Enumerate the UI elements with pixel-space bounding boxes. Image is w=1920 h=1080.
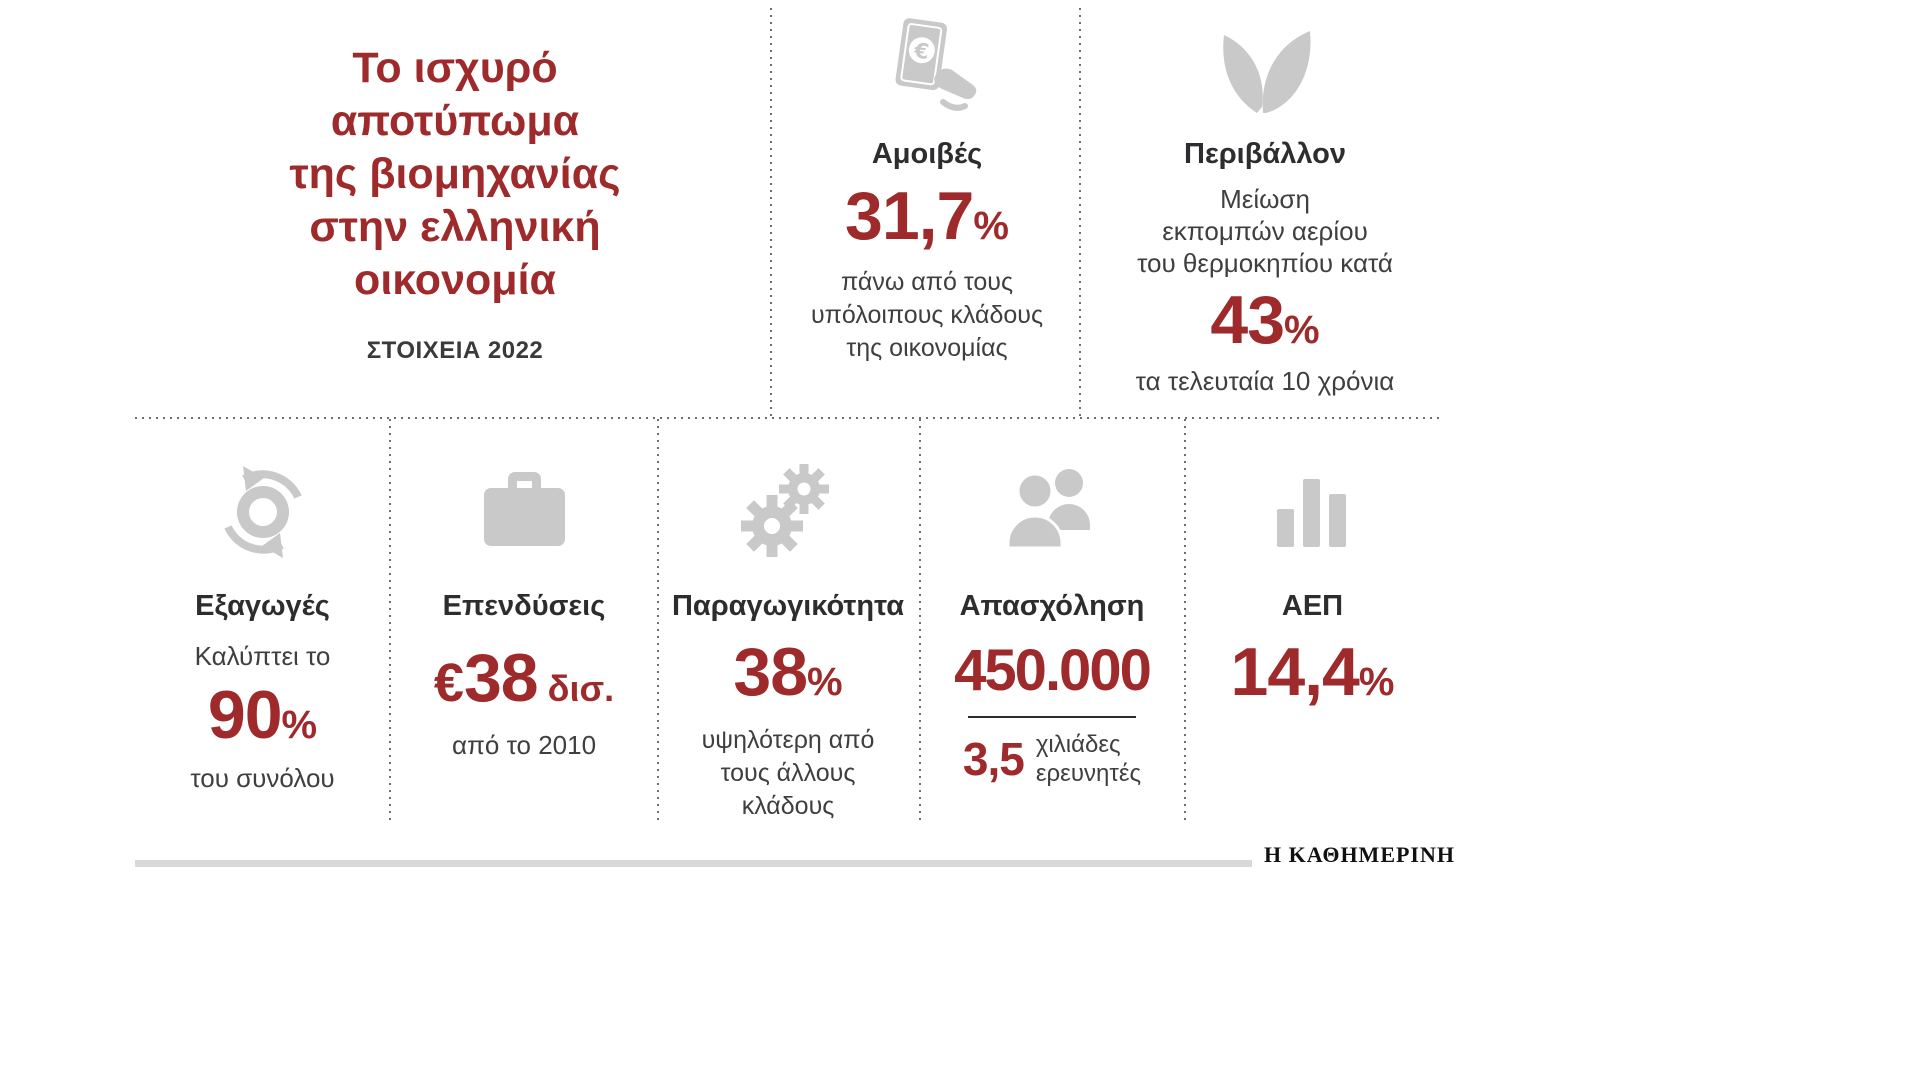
gears-icon [662, 448, 914, 574]
value-unit: δισ. [537, 668, 615, 709]
header: Το ισχυρό αποτύπωμα της βιομηχανίας στην… [250, 42, 660, 365]
title-line: οικονομία [354, 256, 556, 304]
stat-post: από το 2010 [451, 729, 597, 760]
footer-rule [135, 860, 1455, 867]
stat-post: του συνόλου [190, 762, 335, 793]
sub-line: ερευνητές [1035, 759, 1142, 787]
publisher-name: Η ΚΑΘΗΜΕΡΙΝΗ [1252, 842, 1455, 867]
value-unit: % [807, 660, 843, 704]
stat-desc: υψηλότερη από τους άλλους κλάδους [662, 724, 914, 823]
publisher-logo: Η ΚΑΘΗΜΕΡΙΝΗ [1190, 842, 1455, 868]
sub-value: 3,5 [962, 732, 1025, 785]
stat-desc: πάνω από τους υπόλοιπους κλάδους της οικ… [778, 266, 1076, 365]
page-title: Το ισχυρό αποτύπωμα της βιομηχανίας στην… [250, 42, 660, 307]
stat-value: 14,4% [1190, 637, 1435, 708]
stat-pre: Καλύπτει το [194, 641, 331, 671]
value-number: 90 [207, 677, 283, 753]
stat-employment: Απασχόληση 450.000 3,5 χιλιάδες ερευνητέ… [924, 448, 1180, 788]
divider-top-1 [770, 8, 772, 418]
value-separator [968, 715, 1136, 718]
euro-banknote-hand-icon: € [778, 10, 1076, 132]
desc-line: υψηλότερη από [701, 725, 875, 754]
circular-arrows-icon [140, 448, 385, 574]
stat-label: Απασχόληση [959, 590, 1145, 622]
desc-line: εκπομπών αερίου [1162, 216, 1368, 246]
sub-label: χιλιάδες ερευνητές [1036, 730, 1141, 788]
title-line: Το ισχυρό [352, 44, 558, 92]
svg-text:€: € [911, 38, 930, 64]
title-line: της βιομηχανίας [289, 150, 621, 198]
stat-productivity: Παραγωγικότητα 38% υψηλότερη από τους άλ… [662, 448, 914, 823]
value-unit: % [1284, 308, 1320, 352]
divider-bottom-3 [919, 419, 921, 822]
stat-value: 90% [140, 680, 385, 751]
stat-label: Αμοιβές [871, 138, 983, 170]
title-line: στην ελληνική [309, 203, 601, 251]
stat-environment: Περιβάλλον Μείωση εκπομπών αερίου του θε… [1085, 10, 1445, 397]
stat-value: 38% [662, 637, 914, 708]
stat-label: Επενδύσεις [442, 590, 606, 622]
value-number: 43 [1210, 282, 1285, 358]
stat-sub: 3,5 χιλιάδες ερευνητές [924, 730, 1180, 788]
stat-investments: Επενδύσεις €38 δισ. από το 2010 [395, 448, 653, 761]
value-unit: % [281, 703, 318, 747]
sub-line: χιλιάδες [1035, 730, 1121, 758]
value-unit: % [1358, 660, 1395, 704]
value-number: 31,7 [845, 178, 974, 254]
desc-line: κλάδους [741, 791, 835, 820]
desc-line: της οικονομίας [846, 333, 1008, 362]
stat-label: Παραγωγικότητα [671, 590, 905, 622]
leaf-icon [1085, 10, 1445, 132]
divider-bottom-1 [389, 419, 391, 822]
value-unit: % [973, 204, 1009, 248]
stat-exports: Εξαγωγές Καλύπτει το 90% του συνόλου [140, 448, 385, 794]
divider-bottom-2 [657, 419, 659, 822]
stat-gdp: ΑΕΠ 14,4% [1190, 448, 1435, 708]
divider-horizontal [135, 417, 1443, 419]
subtitle: ΣΤΟΙΧΕΙΑ 2022 [366, 337, 544, 364]
desc-line: Μείωση [1220, 184, 1310, 214]
stat-note: τα τελευταία 10 χρόνια [1135, 365, 1395, 396]
stat-label: Εξαγωγές [195, 590, 330, 622]
value-number: 38 [733, 634, 808, 710]
desc-line: πάνω από τους [840, 267, 1013, 296]
divider-top-2 [1079, 8, 1081, 418]
stat-desc: Μείωση εκπομπών αερίου του θερμοκηπίου κ… [1085, 183, 1445, 279]
value-number: 38 [463, 640, 539, 716]
divider-bottom-4 [1184, 419, 1186, 822]
stat-value: €38 δισ. [395, 643, 653, 714]
desc-line: τους άλλους [720, 758, 856, 787]
title-line: αποτύπωμα [330, 97, 580, 145]
bar-chart-icon [1190, 448, 1435, 574]
people-icon [924, 448, 1180, 574]
value-number: 14,4 [1230, 634, 1360, 710]
stat-value: 43% [1085, 285, 1445, 356]
desc-line: υπόλοιπους κλάδους [810, 300, 1043, 329]
stat-label: Περιβάλλον [1184, 138, 1346, 170]
stat-value: 450.000 [954, 638, 1152, 703]
stat-label: ΑΕΠ [1281, 590, 1344, 622]
stat-wages: € Αμοιβές 31,7% πάνω από τους υπόλοιπους… [778, 10, 1076, 365]
stat-value: 31,7% [778, 181, 1076, 252]
desc-line: του θερμοκηπίου κατά [1137, 248, 1393, 278]
currency-symbol: € [433, 653, 464, 713]
briefcase-icon [395, 448, 653, 574]
